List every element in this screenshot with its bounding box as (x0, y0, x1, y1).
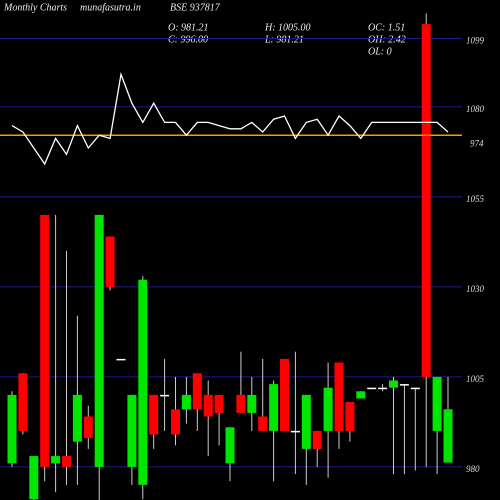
candle-body (105, 236, 115, 287)
candle-body (72, 394, 82, 442)
candle-body (334, 362, 344, 431)
candle-body (399, 384, 409, 386)
candle-body (203, 394, 213, 417)
candle-body (378, 387, 388, 390)
candle-body (389, 380, 398, 388)
candle-body (62, 456, 71, 467)
stat: C: 996.00 (168, 34, 208, 45)
candle-body (269, 384, 279, 431)
candle-body (18, 373, 28, 431)
candle-body (192, 373, 202, 410)
candle-body (40, 214, 50, 467)
candle-body (116, 358, 126, 361)
stat: O: 981.21 (168, 22, 209, 33)
candle-body (29, 456, 39, 500)
candle-body (345, 402, 355, 431)
candle-body (443, 409, 453, 463)
candle-body (214, 394, 224, 413)
y-tick-label: 1080 (466, 104, 485, 114)
candle-body (421, 24, 431, 377)
y-tick-label: 980 (466, 464, 480, 474)
y-tick-label: 1099 (466, 36, 485, 46)
candle-body (171, 409, 180, 435)
candle-body (83, 416, 93, 439)
candle-body (356, 391, 366, 399)
candle-body (323, 387, 333, 431)
candle-body (301, 394, 311, 449)
candle-body (410, 387, 420, 390)
stat: OC: 1.51 (368, 22, 405, 33)
symbol: BSE 937817 (170, 2, 221, 13)
candle-body (94, 214, 104, 467)
candle-body (432, 376, 442, 431)
candle-body (280, 358, 289, 431)
candle-body (290, 430, 300, 433)
candle-body (236, 394, 246, 413)
reference-label: 974 (470, 138, 484, 148)
chart-title: Monthly Charts (3, 2, 67, 13)
y-tick-label: 1055 (466, 194, 485, 204)
indicator-line (11, 71, 449, 166)
candle-body (367, 387, 377, 390)
candle-body (51, 456, 61, 464)
candle-body (312, 430, 322, 449)
stat: H: 1005.00 (264, 22, 311, 33)
y-tick-label: 1030 (466, 284, 485, 294)
candle-body (7, 394, 17, 464)
candle-body (127, 394, 137, 467)
candle-body (247, 394, 257, 413)
source: munafasutra.in (80, 2, 141, 13)
stat: L: 981.21 (264, 34, 304, 45)
stat: OH: 2.42 (368, 34, 406, 45)
candle-body (258, 416, 268, 431)
candle-body (138, 279, 148, 485)
candle-body (160, 394, 170, 397)
candle-body (181, 394, 191, 410)
y-tick-label: 1005 (466, 374, 485, 384)
candle-body (149, 394, 159, 435)
candle-body (225, 427, 235, 464)
stat: OL: 0 (368, 46, 392, 57)
